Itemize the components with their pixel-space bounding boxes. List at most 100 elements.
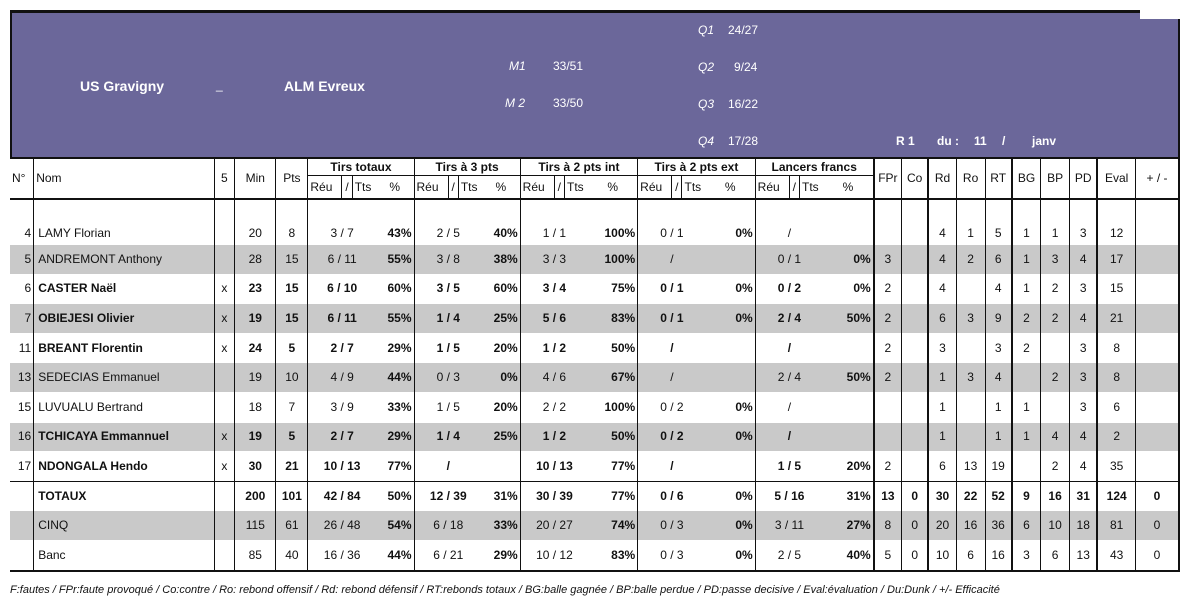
total-rebounds: 6 [984, 244, 1012, 275]
col-fpr: FPr [872, 157, 902, 200]
shots-made-attempted: 0 / 2 [754, 274, 824, 304]
total-rebounds: 4 [984, 362, 1012, 393]
assists: 13 [1069, 540, 1098, 572]
row-num [10, 540, 34, 572]
shot-percentage: 100% [588, 244, 638, 275]
plus-minus: 0 [1134, 480, 1180, 511]
sub-tts: Tts [457, 175, 483, 200]
player-name: LAMY Florian [33, 198, 215, 245]
header-row-2: Réu / Tts% Réu / Tts% Réu / Tts% Réu / Tts% Réu / Tts% [10, 175, 1179, 200]
def-rebounds: 4 [927, 274, 957, 304]
shot-percentage: 20% [493, 340, 518, 355]
shots-made-attempted: 30 / 39 [519, 480, 589, 511]
shots-made-attempted: 2 / 4 [754, 303, 824, 334]
shots-made-attempted: 20 / 27 [519, 510, 589, 541]
assists: 4 [1069, 422, 1098, 452]
shot-percentage: 38% [482, 244, 521, 275]
group-tirs-3pts: Tirs à 3 pts [413, 157, 521, 176]
blocks: 0 [901, 480, 929, 511]
blocks [901, 274, 929, 304]
shots-made-attempted: / [754, 392, 824, 423]
assists: 4 [1069, 303, 1098, 334]
q4-value: 17/28 [728, 134, 759, 148]
shots-made-attempted: 2 / 2 [519, 392, 589, 423]
shots-made-attempted: 2 / 4 [754, 362, 824, 393]
date-month: janv [1032, 134, 1057, 148]
legend-footer: F:fautes / FPr:faute provoqué / Co:contr… [10, 584, 1000, 596]
row-five [213, 480, 235, 511]
shots-made-attempted: 2 / 5 [413, 198, 483, 245]
off-rebounds [955, 274, 986, 304]
plus-minus [1134, 392, 1180, 423]
turnovers: 2 [1040, 451, 1070, 482]
shots-made-attempted: 1 / 2 [519, 422, 589, 452]
shots-made-attempted: 42 / 84 [307, 480, 376, 511]
shot-percentage: 0% [735, 399, 753, 414]
points: 5 [275, 333, 308, 363]
shots-made-attempted: 1 / 2 [519, 333, 589, 363]
evaluation: 43 [1096, 540, 1136, 572]
sub-reu: Réu [307, 175, 342, 200]
assists: 3 [1069, 333, 1098, 363]
player-row: 11 BREANT Florentin x 24 5 2 / 7 29% 1 / 5 20% 1 … [10, 333, 1180, 363]
off-rebounds: 13 [955, 451, 986, 482]
shot-percentage: 20% [846, 458, 871, 473]
shots-made-attempted: 0 / 2 [637, 392, 706, 423]
game-header: US Gravigny _ ALM Evreux M1 33/51 M 2 33… [10, 10, 1180, 157]
home-team: US Gravigny [80, 78, 165, 94]
def-rebounds: 6 [927, 303, 957, 334]
totals-row: Banc 85 40 16 / 36 44% 6 / 21 29% 10 / 12 83% 0 /… [10, 540, 1180, 572]
player-number: 15 [17, 399, 32, 414]
total-rebounds: 52 [984, 480, 1012, 511]
assists: 3 [1069, 274, 1098, 304]
points: 15 [275, 274, 308, 304]
m2-value: 33/50 [553, 96, 584, 110]
shot-percentage: 0% [705, 422, 756, 452]
assists: 3 [1069, 392, 1098, 423]
steals: 9 [1010, 480, 1041, 511]
plus-minus [1134, 422, 1180, 452]
shots-made-attempted: 10 / 13 [519, 451, 589, 482]
shots-made-attempted: 6 / 18 [413, 510, 483, 541]
shots-made-attempted: 3 / 9 [307, 392, 376, 423]
q1-label: Q1 [698, 23, 715, 37]
starter-flag [213, 392, 235, 423]
date-day: 11 [974, 134, 987, 148]
minutes: 19 [234, 422, 276, 452]
player-row: 4 LAMY Florian 20 8 3 / 7 43% 2 / 5 40% 1 / 1 100… [10, 198, 1180, 245]
steals: 1 [1010, 198, 1041, 245]
starter-flag [213, 198, 235, 245]
shots-made-attempted: 0 / 1 [637, 198, 706, 245]
sub-slash: / [788, 175, 800, 200]
plus-minus: 0 [1134, 540, 1180, 572]
player-row: 7 OBIEJESI Olivier x 19 15 6 / 11 55% 1 / 4 25% 5… [10, 303, 1180, 334]
shots-made-attempted: 3 / 8 [413, 244, 483, 275]
turnovers: 10 [1040, 510, 1070, 541]
shots-made-attempted: 0 / 6 [637, 480, 706, 511]
shots-made-attempted: 1 / 5 [413, 392, 483, 423]
steals: 1 [1010, 392, 1041, 423]
shots-made-attempted: 4 / 6 [519, 362, 589, 393]
turnovers: 2 [1040, 303, 1070, 334]
turnovers: 1 [1040, 198, 1070, 245]
blocks [901, 392, 929, 423]
shots-made-attempted: 6 / 10 [307, 274, 376, 304]
shot-percentage: 55% [375, 303, 415, 334]
fouls-drawn: 5 [872, 540, 902, 572]
steals [1010, 451, 1041, 482]
starter-flag: x [213, 333, 235, 363]
shots-made-attempted: 6 / 11 [307, 303, 376, 334]
steals: 1 [1010, 274, 1041, 304]
total-rebounds: 9 [984, 303, 1012, 334]
shot-percentage: 100% [604, 399, 636, 414]
player-number: 13 [10, 362, 34, 393]
sub-reu: Réu [754, 175, 790, 200]
shot-percentage: 77% [387, 458, 412, 473]
shots-made-attempted: 12 / 39 [413, 480, 483, 511]
turnovers [1040, 333, 1070, 363]
row-num [10, 480, 34, 511]
fouls-drawn [872, 422, 902, 452]
player-row: 13 SEDECIAS Emmanuel 19 10 4 / 9 44% 0 / 3 0% 4 … [10, 362, 1180, 393]
shot-percentage: 44% [375, 362, 415, 393]
shots-made-attempted: 3 / 3 [519, 244, 589, 275]
